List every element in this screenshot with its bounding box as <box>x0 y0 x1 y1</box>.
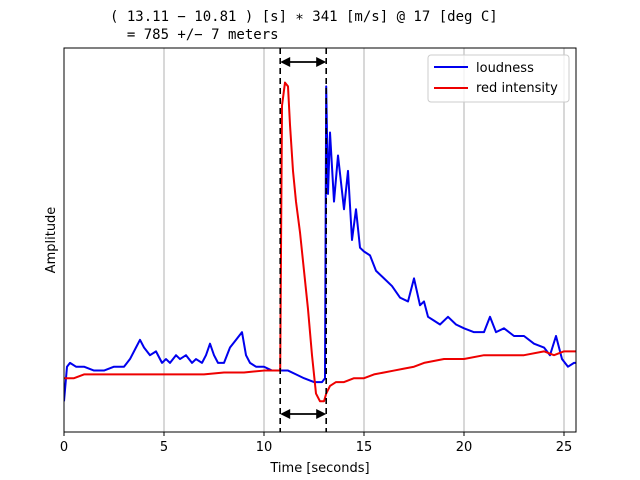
y-axis-label: Amplitude <box>44 207 59 274</box>
title-line-2: = 785 +/− 7 meters <box>110 27 279 43</box>
x-tick-label-4: 20 <box>456 440 473 455</box>
plot-frame <box>63 47 577 433</box>
title-line-1: ( 13.11 − 10.81 ) [s] ∗ 341 [m/s] @ 17 [… <box>110 9 498 25</box>
marker-layer <box>279 48 328 432</box>
grid-layer <box>163 48 565 432</box>
series-line-red-intensity <box>64 81 576 403</box>
x-tick-label-5: 25 <box>556 440 573 455</box>
legend-label-loudness: loudness <box>476 61 534 76</box>
x-tick-label-3: 15 <box>356 440 373 455</box>
x-axis-label: Time [seconds] <box>269 461 369 476</box>
series-layer <box>64 81 576 403</box>
x-tick-label-1: 5 <box>160 440 168 455</box>
span-arrow-top <box>280 57 327 67</box>
chart-title: ( 13.11 − 10.81 ) [s] ∗ 341 [m/s] @ 17 [… <box>110 9 498 43</box>
span-arrow-bottom <box>280 409 327 419</box>
legend: loudness red intensity <box>427 54 570 103</box>
series-line-loudness <box>64 85 576 402</box>
x-ticks: 0 5 10 15 20 25 <box>60 432 572 455</box>
x-tick-label-0: 0 <box>60 440 68 455</box>
x-tick-label-2: 10 <box>256 440 273 455</box>
legend-label-red-intensity: red intensity <box>476 81 558 96</box>
